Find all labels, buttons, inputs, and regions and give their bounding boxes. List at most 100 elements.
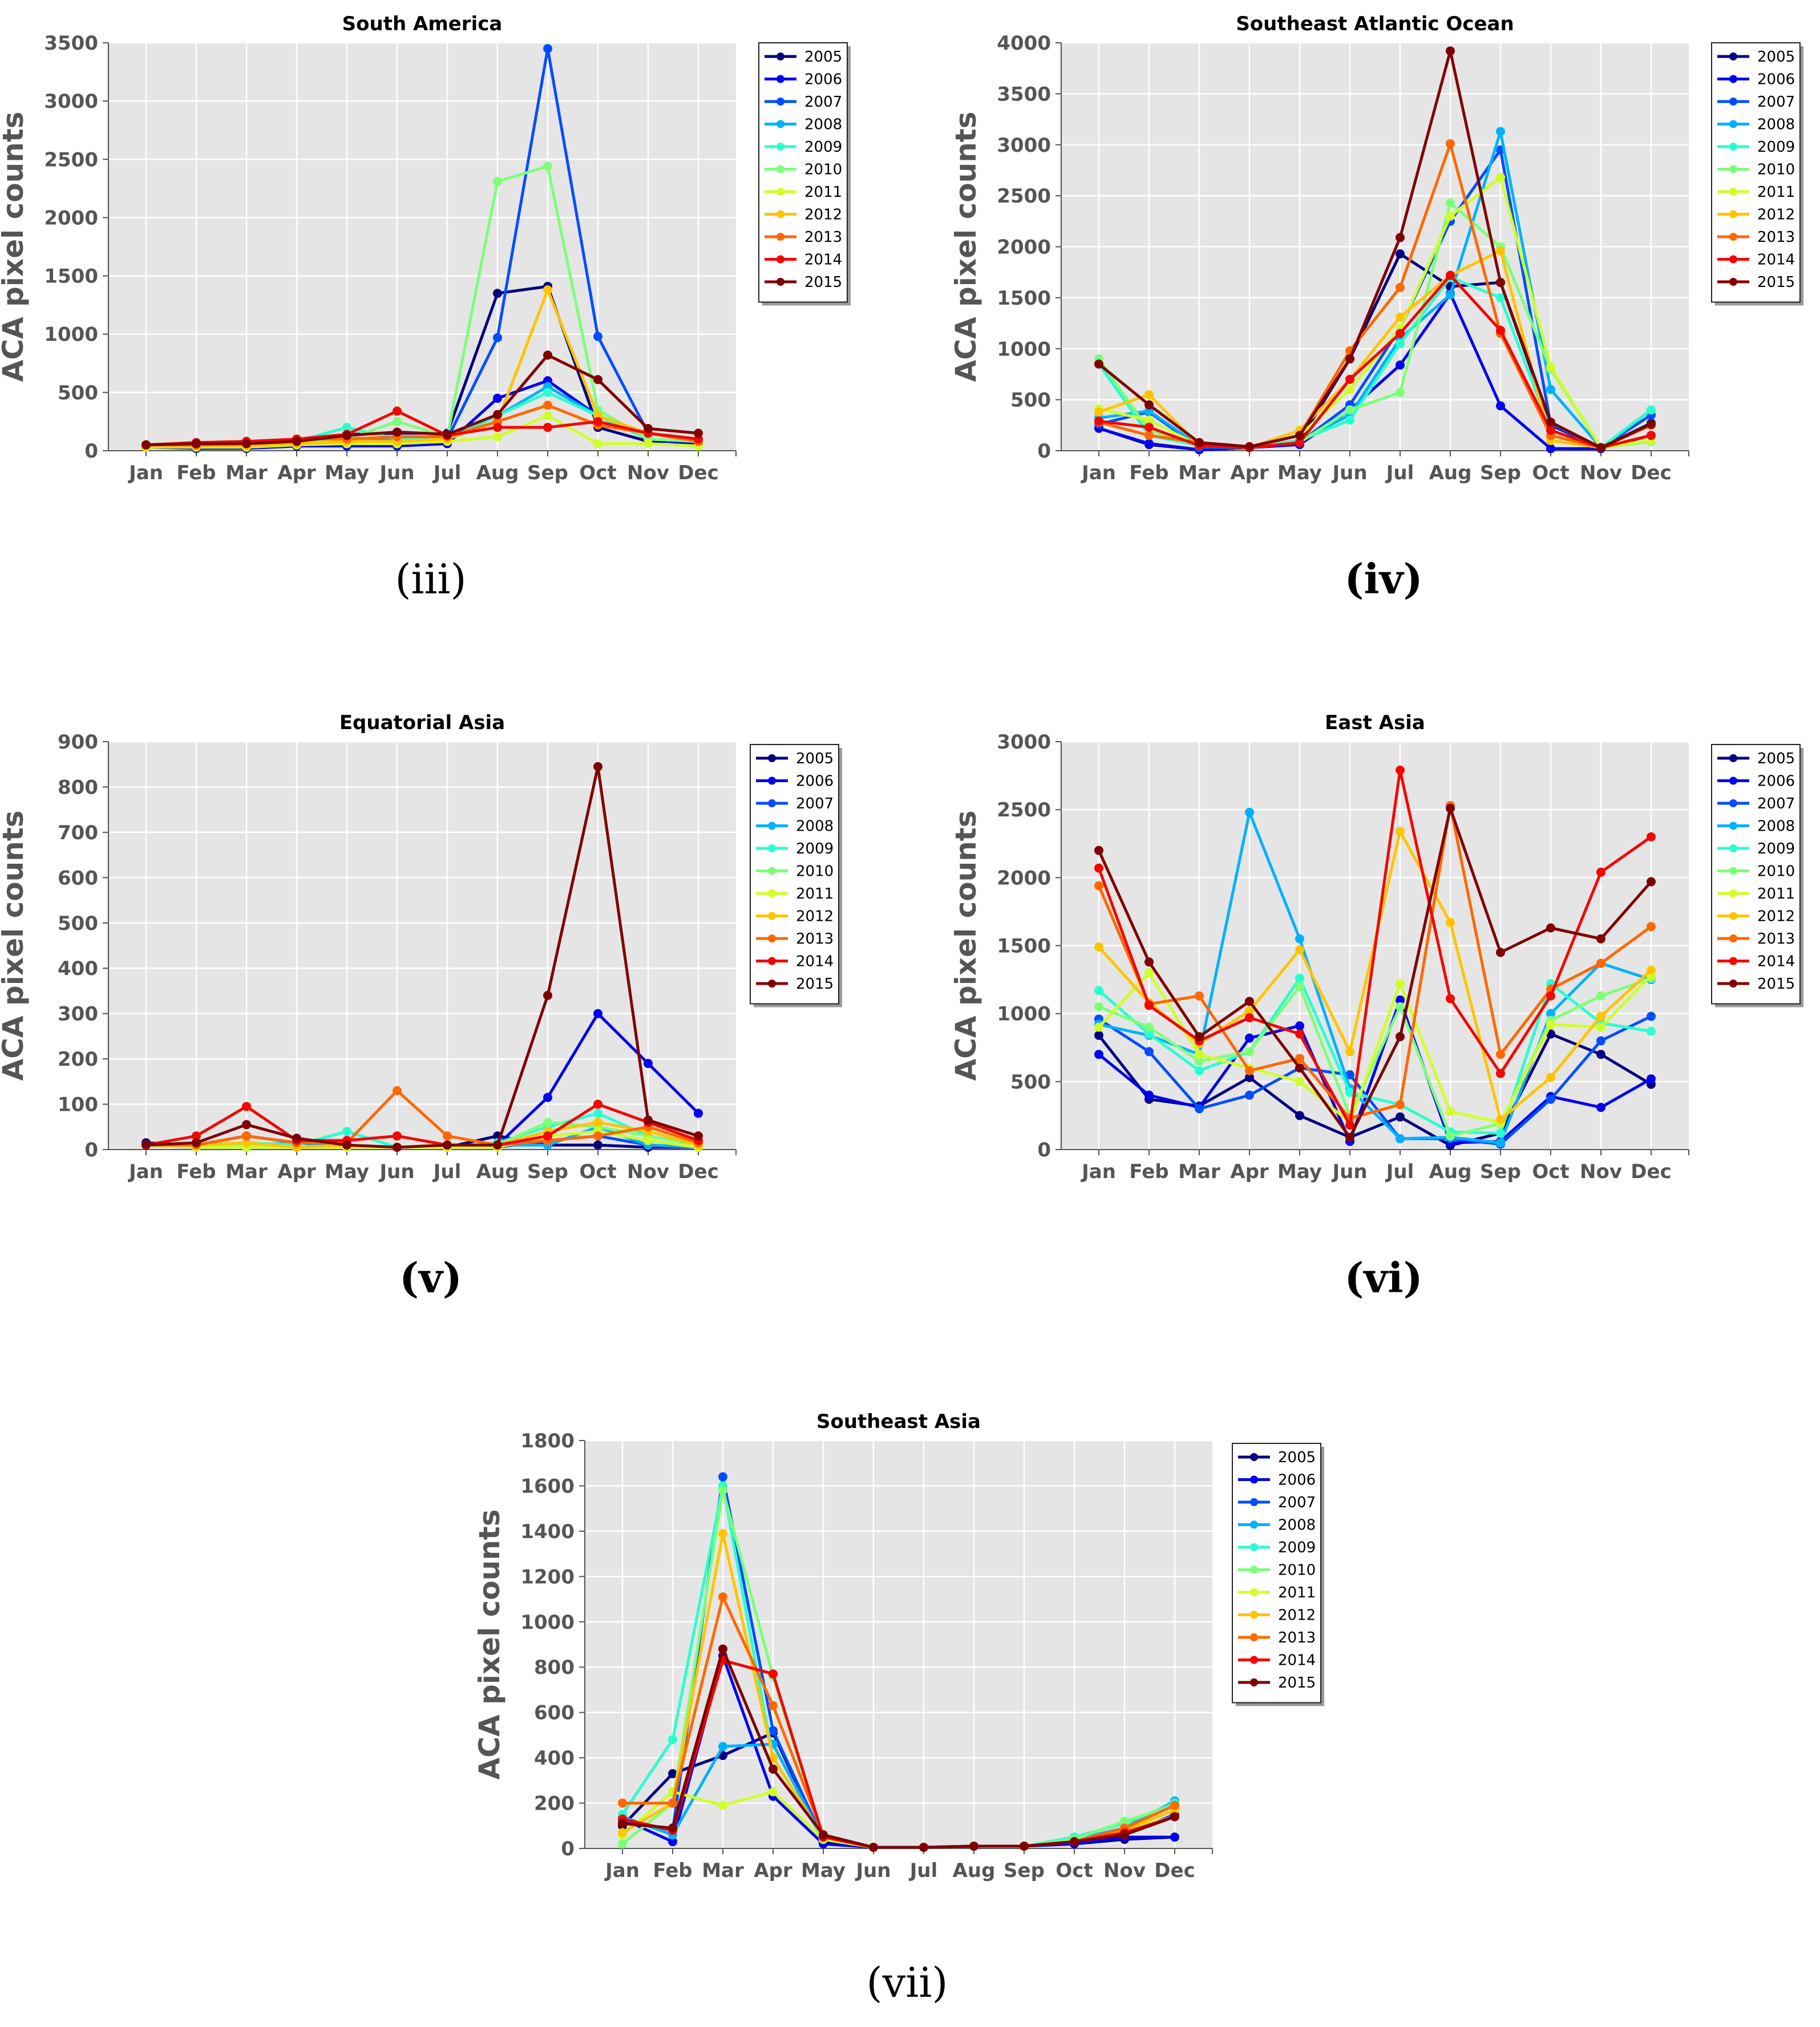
data-point (1546, 1073, 1555, 1082)
y-tick-label: 500 (1010, 1071, 1051, 1094)
data-point (1120, 1816, 1129, 1826)
data-point (1120, 1830, 1129, 1840)
data-point (1596, 867, 1605, 877)
data-point (718, 1742, 727, 1751)
legend-marker (776, 120, 784, 128)
y-tick-label: 800 (58, 776, 98, 799)
data-point (618, 1839, 627, 1849)
data-point (869, 1843, 878, 1852)
data-point (1396, 283, 1405, 292)
data-point (1144, 422, 1154, 432)
y-axis-label: ACA pixel counts (0, 811, 30, 1081)
data-point (1496, 1138, 1505, 1148)
data-point (1546, 426, 1555, 435)
data-point (1396, 827, 1405, 836)
data-point (1446, 1131, 1455, 1141)
y-tick-label: 1000 (44, 323, 98, 346)
data-point (593, 762, 602, 771)
legend-label: 2009 (796, 840, 834, 857)
data-point (393, 416, 402, 426)
legend-label: 2013 (1278, 1629, 1316, 1646)
data-point (1396, 1112, 1405, 1122)
data-point (718, 1801, 727, 1810)
x-tick-label: Mar (225, 462, 268, 484)
plot-area (108, 43, 736, 451)
data-point (543, 350, 552, 360)
data-point (1345, 1070, 1354, 1079)
x-tick-label: Jun (1331, 462, 1367, 484)
series-line (1098, 998, 1652, 1144)
series-2015 (1094, 46, 1656, 452)
data-point (1245, 1090, 1254, 1100)
data-point (141, 440, 151, 450)
data-point (1345, 385, 1354, 394)
data-point (593, 416, 602, 426)
data-point (1295, 973, 1304, 983)
series-line (1097, 804, 1652, 1120)
data-point (1496, 246, 1505, 256)
data-point (1094, 1002, 1103, 1012)
legend-marker (1250, 1588, 1258, 1596)
data-point (192, 1131, 201, 1141)
data-point (694, 428, 703, 438)
data-point (1647, 1026, 1656, 1036)
data-point (1245, 1066, 1254, 1075)
data-point (493, 289, 502, 298)
legend-label: 2013 (796, 930, 834, 948)
legend-label: 2007 (1757, 94, 1795, 111)
chart-title: Southeast Asia (816, 1410, 981, 1433)
legend-label: 2014 (1757, 953, 1795, 970)
x-tick-label: Dec (678, 462, 718, 484)
y-tick-label: 1000 (520, 1611, 575, 1634)
x-tick-label: Aug (1429, 462, 1472, 484)
x-tick-label: Jan (128, 462, 163, 484)
legend-marker (1729, 52, 1737, 60)
plot-area (108, 742, 736, 1150)
y-tick-label: 2000 (997, 236, 1051, 259)
data-point (1596, 443, 1605, 452)
series-line (145, 410, 699, 447)
legend-marker (1729, 98, 1737, 106)
series-line (1097, 768, 1652, 1127)
data-point (1144, 957, 1154, 967)
data-point (1647, 965, 1656, 975)
data-point (1345, 1120, 1354, 1130)
data-point (192, 1138, 201, 1148)
data-point (1446, 290, 1455, 300)
y-tick-label: 0 (1037, 440, 1051, 463)
legend-label: 2006 (1278, 1472, 1316, 1489)
series-line (1098, 977, 1652, 1135)
data-point (1496, 1050, 1505, 1059)
x-tick-label: May (801, 1859, 846, 1882)
data-point (644, 424, 653, 434)
data-point (1245, 1013, 1254, 1022)
y-tick-label: 1000 (997, 1003, 1051, 1026)
data-point (242, 1131, 251, 1141)
data-point (644, 439, 653, 448)
y-tick-label: 0 (1037, 1139, 1051, 1162)
data-point (1195, 1050, 1204, 1059)
legend-label: 2005 (796, 750, 834, 767)
x-tick-label: Jul (909, 1859, 938, 1882)
data-point (493, 1140, 502, 1150)
panel-caption: (vi) (1344, 1253, 1422, 1302)
data-point (1496, 1115, 1505, 1124)
y-tick-label: 1600 (520, 1475, 575, 1498)
y-tick-label: 3500 (44, 32, 98, 55)
data-point (493, 333, 502, 342)
data-point (668, 1798, 677, 1808)
legend-marker (1729, 278, 1737, 286)
legend-label: 2008 (1278, 1517, 1316, 1534)
legend-label: 2009 (804, 139, 842, 156)
x-tick-label: Dec (1631, 462, 1671, 484)
data-point (1070, 1837, 1079, 1847)
data-point (1596, 958, 1605, 968)
legend-marker (1250, 1520, 1258, 1529)
data-point (1396, 339, 1405, 349)
legend-marker (768, 934, 776, 942)
x-tick-label: Jan (1081, 1160, 1116, 1183)
data-point (1195, 1066, 1204, 1075)
data-point (1245, 1033, 1254, 1043)
data-point (1295, 934, 1304, 944)
data-point (493, 423, 502, 432)
